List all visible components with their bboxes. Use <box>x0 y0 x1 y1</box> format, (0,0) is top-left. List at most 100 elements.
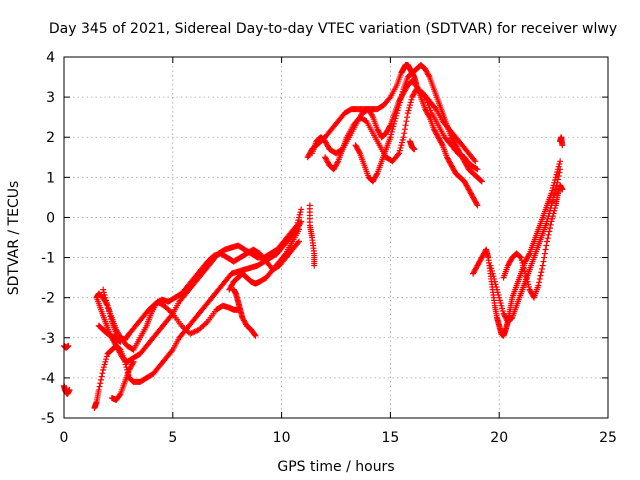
data-point <box>541 254 548 261</box>
data-point <box>396 99 403 106</box>
y-tick-labels: -5 -4 -3 -2 -1 0 1 2 3 4 <box>41 50 55 427</box>
data-point <box>96 383 103 390</box>
data-point <box>391 120 398 127</box>
data-point <box>106 310 113 317</box>
data-point <box>438 140 445 147</box>
data-point <box>525 281 532 288</box>
data-point <box>523 275 530 282</box>
data-point <box>545 231 552 238</box>
data-point <box>522 270 529 277</box>
data-point <box>108 316 115 323</box>
data-point <box>432 104 439 111</box>
data-point <box>296 211 303 218</box>
data-point <box>549 185 556 192</box>
data-point <box>294 239 301 246</box>
y-tick-label: -1 <box>41 251 55 267</box>
data-point <box>388 131 395 138</box>
data-point <box>296 238 303 245</box>
series-track-h <box>95 322 124 345</box>
data-point <box>293 222 300 229</box>
data-point <box>498 302 505 309</box>
series-track-r <box>487 166 564 325</box>
y-tick-label: 4 <box>46 50 55 66</box>
data-point <box>396 147 403 154</box>
data-point <box>100 289 107 296</box>
data-point <box>518 257 525 264</box>
data-point <box>311 262 318 269</box>
data-point <box>549 187 556 194</box>
data-point <box>100 286 107 293</box>
data-point <box>538 269 545 276</box>
data-point <box>399 136 406 143</box>
x-tick-label: 15 <box>381 430 399 446</box>
data-point <box>281 251 288 258</box>
data-point <box>103 353 110 360</box>
data-point <box>116 391 123 398</box>
y-tick-label: -2 <box>41 291 55 307</box>
data-point <box>296 214 303 221</box>
data-point <box>116 338 123 345</box>
data-point <box>517 253 524 260</box>
data-point <box>297 209 304 216</box>
data-point <box>393 110 400 117</box>
data-point <box>521 267 528 274</box>
data-point <box>298 218 305 225</box>
data-point <box>391 118 398 125</box>
data-point <box>549 197 556 204</box>
data-point <box>425 112 432 119</box>
data-point <box>535 282 542 289</box>
data-point <box>495 291 502 298</box>
data-point <box>525 283 532 290</box>
x-tick-labels: 0 5 10 15 20 25 <box>60 430 617 446</box>
series-track-c <box>91 218 305 411</box>
data-point <box>550 210 557 217</box>
data-point <box>404 114 411 121</box>
series-track-p <box>406 138 418 153</box>
data-point <box>548 218 555 225</box>
data-point <box>406 104 413 111</box>
data-point <box>388 128 395 135</box>
x-tick-label: 10 <box>273 430 291 446</box>
x-tick-label: 25 <box>599 430 617 446</box>
data-point <box>399 139 406 146</box>
data-point <box>97 380 104 387</box>
data-point <box>559 142 566 149</box>
data-point <box>395 151 402 158</box>
series-track-i <box>226 226 303 293</box>
data-point <box>399 91 406 98</box>
data-point <box>408 96 415 103</box>
data-point <box>103 297 110 304</box>
data-point <box>489 270 496 277</box>
data-point <box>251 331 258 338</box>
data-point <box>490 273 497 280</box>
data-point <box>494 289 501 296</box>
data-point <box>554 179 561 186</box>
data-point <box>478 177 485 184</box>
series-track-s <box>500 182 566 301</box>
data-point <box>399 88 406 95</box>
data-point <box>107 313 114 320</box>
data-point <box>548 190 555 197</box>
data-point <box>411 146 418 153</box>
data-point <box>294 219 301 226</box>
data-point <box>543 242 550 249</box>
data-point <box>398 94 405 101</box>
data-point <box>494 286 501 293</box>
data-point <box>523 273 530 280</box>
data-point <box>396 102 403 109</box>
data-point <box>369 112 376 119</box>
data-point <box>557 166 564 173</box>
data-point <box>130 358 137 365</box>
data-point <box>292 223 299 230</box>
data-point <box>387 134 394 141</box>
data-point <box>546 225 553 232</box>
data-point <box>549 215 556 222</box>
data-point <box>556 169 563 176</box>
y-tick-label: 3 <box>46 90 55 106</box>
data-point <box>103 356 110 363</box>
data-point <box>101 291 108 298</box>
data-point <box>389 126 396 133</box>
data-point <box>488 267 495 274</box>
data-point <box>373 171 380 178</box>
data-point <box>406 102 413 109</box>
